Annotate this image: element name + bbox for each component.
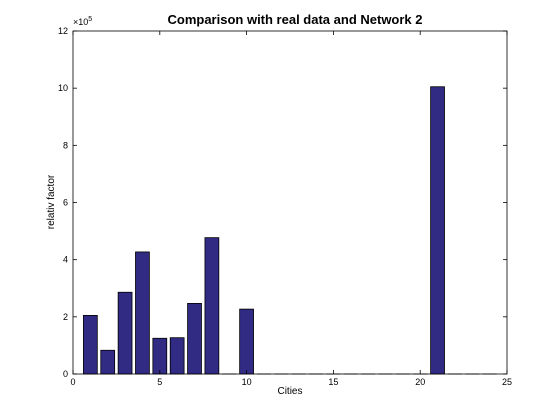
x-tick-label: 25: [502, 377, 512, 387]
y-axis-ticks: 0 2 4 6 8 10 12: [58, 26, 507, 379]
x-axis-label: Cities: [277, 386, 302, 397]
bar: [100, 349, 116, 375]
bar: [430, 86, 445, 375]
x-tick-label: 0: [70, 377, 75, 387]
y-exponent-base: ×10: [73, 17, 88, 27]
y-tick-label: 10: [58, 83, 68, 93]
x-tick-label: 15: [328, 377, 338, 387]
y-tick-label: 8: [63, 140, 68, 150]
y-axis-label: relativ factor: [46, 174, 57, 229]
x-tick-label: 10: [242, 377, 252, 387]
bar: [152, 337, 168, 375]
chart-title: Comparison with real data and Network 2: [168, 12, 423, 27]
bar: [187, 302, 202, 375]
bar: [204, 237, 220, 375]
x-tick-label: 5: [157, 377, 162, 387]
y-tick-label: 6: [63, 198, 68, 208]
bar: [117, 291, 133, 375]
bar: [169, 337, 185, 375]
y-tick-label: 0: [63, 369, 68, 379]
x-axis-ticks: 0 5 10 15 20 25: [70, 31, 512, 387]
x-tick-label: 20: [415, 377, 425, 387]
y-tick-label: 4: [63, 255, 68, 265]
y-exponent-power: 5: [88, 16, 92, 23]
y-tick-label: 12: [58, 26, 68, 36]
bar: [83, 315, 98, 375]
bar: [135, 251, 150, 375]
y-exponent-label: ×105: [73, 16, 92, 27]
y-tick-label: 2: [63, 312, 68, 322]
bar: [239, 308, 254, 375]
